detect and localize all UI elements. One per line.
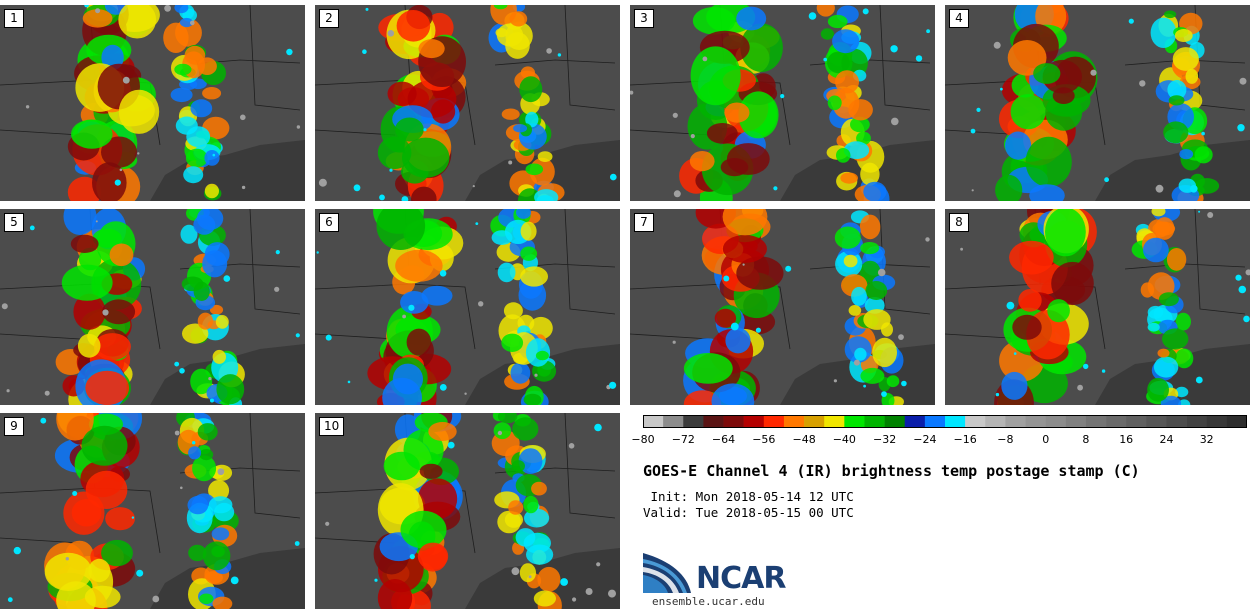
colorbar-tick-label: −24 (913, 433, 937, 446)
colorbar-tick-label: 8 (1082, 433, 1090, 446)
colorbar-tick-label: 24 (1159, 433, 1174, 446)
colorbar-segment (1166, 415, 1187, 428)
figure-title: GOES-E Channel 4 (IR) brightness temp po… (643, 462, 1140, 480)
colorbar-segment (924, 415, 946, 428)
ir-satellite-image (315, 413, 620, 609)
colorbar-tick-label: −40 (832, 433, 856, 446)
colorbar-tick-label: −80 (631, 433, 655, 446)
colorbar-segment (1206, 415, 1228, 428)
panel-number-label: 1 (4, 9, 24, 28)
colorbar-segment (1106, 415, 1127, 428)
stamp-panel-2[interactable]: 2 (315, 5, 620, 201)
colorbar-segment (643, 415, 664, 428)
ir-satellite-image (945, 209, 1250, 405)
stamp-panel-6[interactable]: 6 (315, 209, 620, 405)
colorbar-segment (804, 415, 825, 428)
colorbar-segment (1126, 415, 1147, 428)
colorbar-segment (884, 415, 906, 428)
colorbar-segment (1186, 415, 1208, 428)
valid-time: Valid: Tue 2018-05-15 00 UTC (643, 505, 854, 520)
colorbar-tick-label: −32 (872, 433, 897, 446)
colorbar-tick-label: −72 (671, 433, 695, 446)
ir-satellite-image (0, 5, 305, 201)
colorbar-segment (1146, 415, 1167, 428)
colorbar-segment (824, 415, 845, 428)
ir-satellite-image (630, 5, 935, 201)
stamp-panel-10[interactable]: 10 (315, 413, 620, 609)
colorbar-segment (945, 415, 966, 428)
colorbar-segment (985, 415, 1006, 428)
colorbar-segment (723, 415, 744, 428)
colorbar-segment (1025, 415, 1046, 428)
colorbar-tick-label: −16 (953, 433, 977, 446)
stamp-panel-9[interactable]: 9 (0, 413, 305, 609)
colorbar-segment (683, 415, 704, 428)
colorbar-segment (783, 415, 805, 428)
colorbar-segment (844, 415, 865, 428)
colorbar-frame (643, 415, 1247, 428)
colorbar-segment (1005, 415, 1026, 428)
colorbar-segment (1226, 415, 1247, 428)
colorbar-segment (1085, 415, 1107, 428)
ir-satellite-image (315, 209, 620, 405)
stamp-panel-3[interactable]: 3 (630, 5, 935, 201)
colorbar-segment (904, 415, 926, 428)
panel-number-label: 7 (634, 213, 654, 232)
ncar-wordmark: NCAR (696, 561, 786, 596)
colorbar-segment (763, 415, 785, 428)
ncar-logo-icon (643, 553, 691, 593)
panel-number-label: 10 (319, 417, 345, 436)
colorbar-tick-label: −64 (711, 433, 736, 446)
ir-satellite-image (945, 5, 1250, 201)
stamp-panel-5[interactable]: 5 (0, 209, 305, 405)
ir-satellite-image (630, 209, 935, 405)
panel-number-label: 2 (319, 9, 339, 28)
stamp-panel-7[interactable]: 7 (630, 209, 935, 405)
panel-number-label: 5 (4, 213, 24, 232)
colorbar-segment (1065, 415, 1087, 428)
colorbar-tick-label: −48 (792, 433, 816, 446)
panel-number-label: 4 (949, 9, 969, 28)
stamp-panel-1[interactable]: 1 (0, 5, 305, 201)
colorbar-tick-label: 0 (1042, 433, 1050, 446)
colorbar-segment (703, 415, 724, 428)
colorbar-segment (663, 415, 684, 428)
panel-number-label: 8 (949, 213, 969, 232)
colorbar-tick-label: −56 (752, 433, 776, 446)
ensemble-url[interactable]: ensemble.ucar.edu (652, 595, 765, 608)
colorbar-segment (965, 415, 986, 428)
colorbar-segment (1045, 415, 1067, 428)
ir-satellite-image (0, 413, 305, 609)
colorbar-tick-label: 16 (1119, 433, 1134, 446)
panel-number-label: 3 (634, 9, 654, 28)
panel-number-label: 9 (4, 417, 24, 436)
stamp-panel-4[interactable]: 4 (945, 5, 1250, 201)
ir-satellite-image (315, 5, 620, 201)
stamp-panel-8[interactable]: 8 (945, 209, 1250, 405)
colorbar-tick-label: 32 (1199, 433, 1214, 446)
colorbar-tick-label: −8 (997, 433, 1014, 446)
init-time: Init: Mon 2018-05-14 12 UTC (643, 489, 854, 504)
colorbar-segment (743, 415, 765, 428)
panel-number-label: 6 (319, 213, 339, 232)
colorbar (643, 415, 1247, 428)
ir-satellite-image (0, 209, 305, 405)
colorbar-segment (864, 415, 885, 428)
